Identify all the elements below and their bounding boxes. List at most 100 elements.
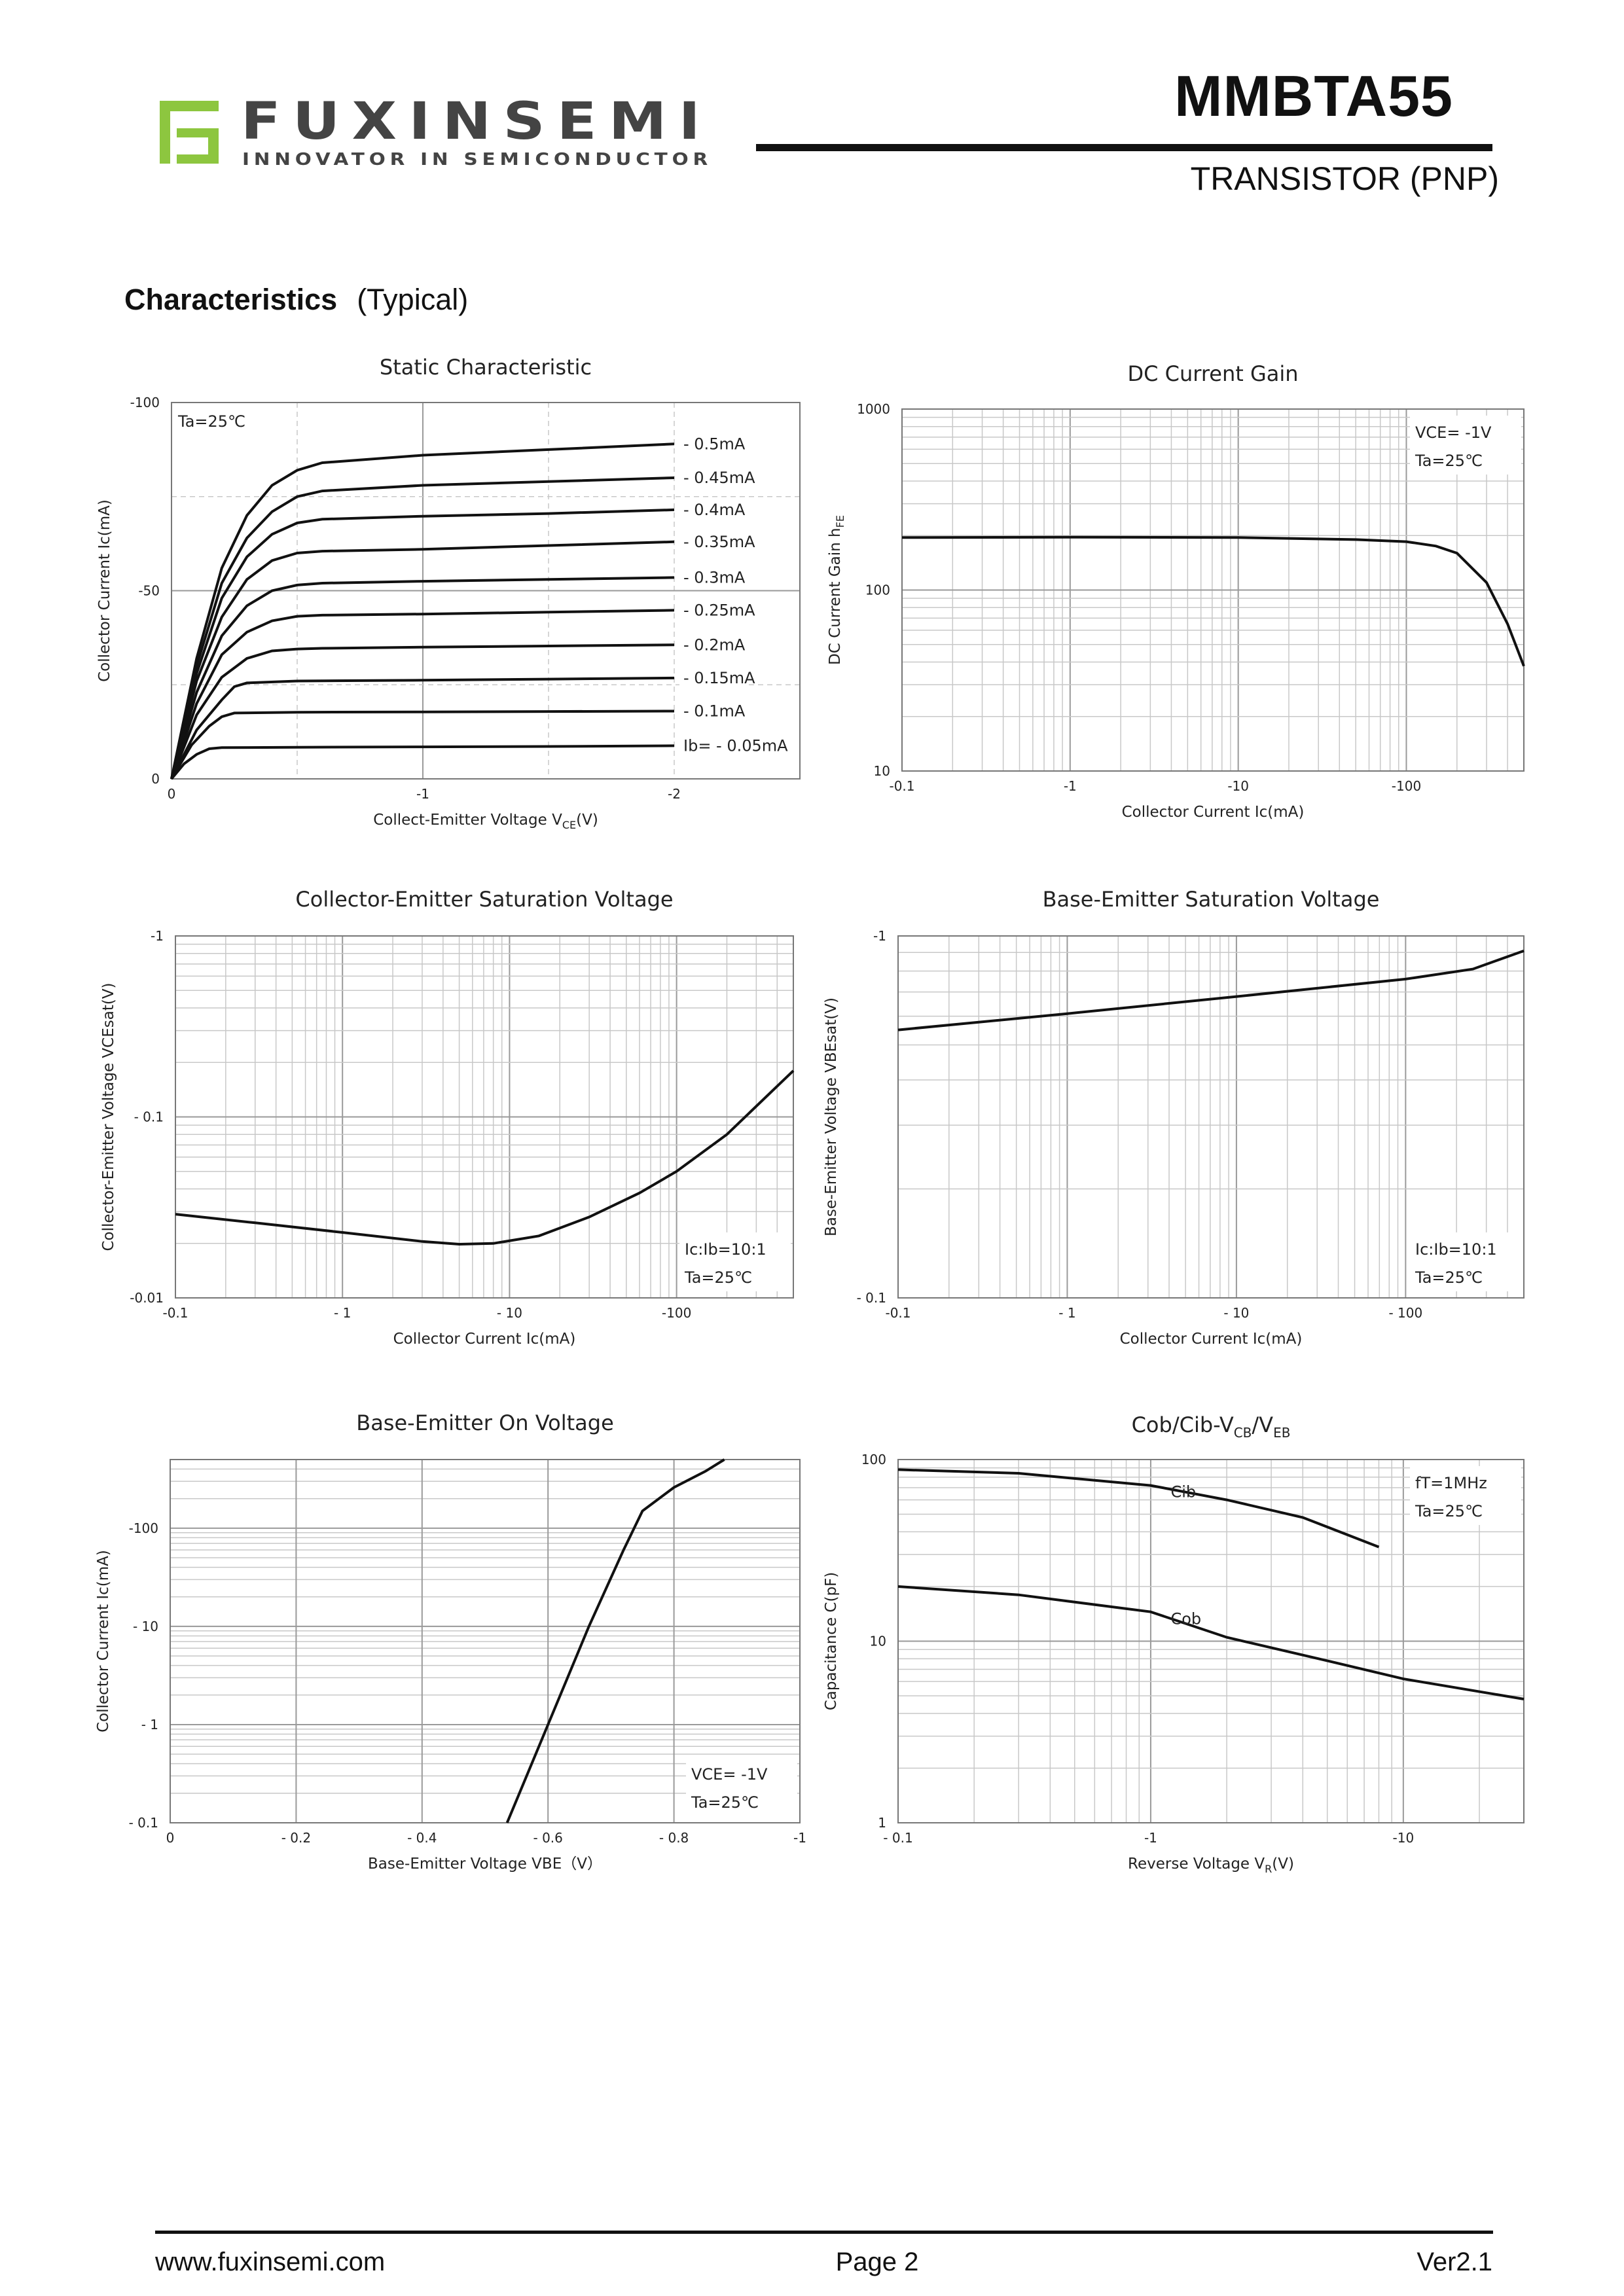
plot-frame — [897, 1459, 1525, 1823]
y-axis-label: DC Current Gain hFE — [827, 515, 846, 665]
series-line-0-2ma — [170, 643, 675, 780]
chart-title: DC Current Gain — [1127, 361, 1298, 386]
series-label: - 0.1mA — [683, 702, 746, 721]
series-line-vbesat — [897, 949, 1525, 1031]
condition-note: Ta=25℃ — [177, 412, 245, 431]
logo-mark-left — [160, 101, 170, 164]
x-tick-label: -1 — [1064, 778, 1077, 794]
y-tick-label: -0.01 — [130, 1290, 164, 1306]
condition-box — [1410, 1466, 1521, 1525]
series-label-bg — [679, 634, 741, 656]
y-axis-label: Base-Emitter Voltage VBEsat(V) — [823, 997, 840, 1236]
plot-frame — [897, 935, 1525, 1299]
plot-frame — [171, 402, 801, 780]
x-axis-label: Collector Current Ic(mA) — [1120, 1331, 1303, 1348]
series-line-0-25ma — [170, 609, 675, 780]
y-tick-label: 100 — [865, 583, 890, 598]
y-tick-label: - 10 — [133, 1619, 158, 1634]
series-line-0-15ma — [170, 676, 675, 780]
condition-note: VCE= -1V — [1415, 423, 1492, 442]
series-label: - 0.45mA — [683, 469, 755, 487]
footer-page-number: Page 2 — [835, 2248, 919, 2276]
y-tick-label: - 0.1 — [129, 1815, 158, 1831]
y-tick-label: 100 — [861, 1452, 886, 1467]
title-mid: /V — [1252, 1412, 1273, 1437]
condition-note: Ic:Ib=10:1 — [1415, 1240, 1497, 1259]
y-tick-label: - 0.1 — [134, 1109, 164, 1125]
x-axis-label: Base-Emitter Voltage VBE（V） — [368, 1856, 602, 1873]
series-label: Cib — [1170, 1483, 1196, 1501]
condition-note: Ta=25℃ — [684, 1268, 752, 1287]
title-subscript: EB — [1273, 1425, 1290, 1441]
series-label: - 0.35mA — [683, 533, 755, 551]
footer-website[interactable]: www.fuxinsemi.com — [155, 2248, 386, 2276]
section-title: Characteristics — [124, 283, 338, 316]
chart-title: Cob/Cib-VCB/VEB — [1132, 1412, 1291, 1441]
chart-title: Collector-Emitter Saturation Voltage — [295, 887, 673, 912]
x-tick-label: 0 — [168, 786, 176, 802]
y-tick-label: 10 — [870, 1634, 886, 1649]
x-tick-label: -1 — [793, 1830, 806, 1846]
series-line-hfe — [901, 535, 1525, 667]
series-label-bg — [679, 467, 749, 488]
x-tick-label: - 0.1 — [883, 1830, 912, 1846]
series-line-ib-0-05ma — [170, 744, 675, 780]
series-label: - 0.4mA — [683, 501, 746, 519]
plot-frame — [170, 1459, 801, 1823]
device-type: TRANSISTOR (PNP) — [1190, 160, 1499, 197]
x-axis-label-unit: (V) — [1272, 1856, 1294, 1873]
logo-mark-top — [160, 101, 219, 111]
x-tick-label: -100 — [1392, 778, 1421, 794]
series-label-bg — [679, 735, 780, 757]
x-tick-label: -1 — [416, 786, 429, 802]
condition-box — [1410, 416, 1521, 475]
x-tick-label: - 0.8 — [659, 1830, 689, 1846]
part-number: MMBTA55 — [1174, 63, 1453, 128]
series-line-0-4ma — [170, 508, 675, 780]
title-subscript: CB — [1234, 1425, 1252, 1441]
brand-name: FUXINSEMI — [241, 98, 712, 151]
series-label-bg — [679, 531, 749, 552]
series-line-vcesat — [175, 1069, 795, 1246]
series-label-bg — [679, 433, 741, 455]
series-line-0-45ma — [170, 476, 675, 780]
series-label-bg — [679, 567, 741, 588]
series-line-ic — [505, 1458, 725, 1823]
y-tick-label: -50 — [138, 583, 160, 599]
plot-frame — [901, 408, 1525, 772]
plot-frame — [175, 935, 794, 1299]
y-axis-label: Collector-Emitter Voltage VCEsat(V) — [100, 982, 117, 1251]
series-label: - 0.3mA — [683, 568, 746, 586]
series-line-cib — [897, 1468, 1380, 1549]
series-line-0-1ma — [170, 709, 675, 780]
y-axis-label: Collector Current Ic(mA) — [95, 1550, 112, 1732]
x-axis-label: Reverse Voltage VR(V) — [1128, 1856, 1294, 1875]
x-tick-label: - 1 — [1058, 1305, 1075, 1321]
condition-note: Ic:Ib=10:1 — [685, 1240, 767, 1259]
series-label: - 0.25mA — [683, 601, 755, 619]
series-line-0-3ma — [170, 576, 675, 780]
y-tick-label: -100 — [129, 1520, 158, 1536]
x-axis-label-unit: (V) — [576, 812, 598, 829]
series-line-0-5ma — [170, 442, 675, 780]
x-tick-label: -0.1 — [162, 1305, 188, 1321]
series-label-bg — [679, 700, 741, 722]
x-tick-label: -10 — [1227, 778, 1249, 794]
x-tick-label: - 0.6 — [533, 1830, 563, 1846]
y-axis-label: Capacitance C(pF) — [823, 1572, 840, 1711]
condition-note: Ta=25℃ — [1415, 452, 1483, 470]
chart-title: Base-Emitter Saturation Voltage — [1043, 887, 1380, 912]
y-tick-label: -1 — [151, 928, 164, 944]
y-axis-label-subscript: FE — [834, 515, 846, 528]
series-label: Ib= - 0.05mA — [683, 736, 788, 755]
brand-tagline: INNOVATOR IN SEMICONDUCTOR — [242, 150, 712, 170]
x-tick-label: - 1 — [334, 1305, 351, 1321]
x-tick-label: -10 — [1393, 1830, 1415, 1846]
y-tick-label: -1 — [873, 928, 886, 944]
y-tick-label: 1000 — [857, 401, 890, 417]
series-line-0-35ma — [170, 540, 675, 780]
condition-box — [686, 1757, 797, 1816]
condition-box — [679, 1232, 791, 1291]
series-label: Cob — [1170, 1610, 1201, 1628]
